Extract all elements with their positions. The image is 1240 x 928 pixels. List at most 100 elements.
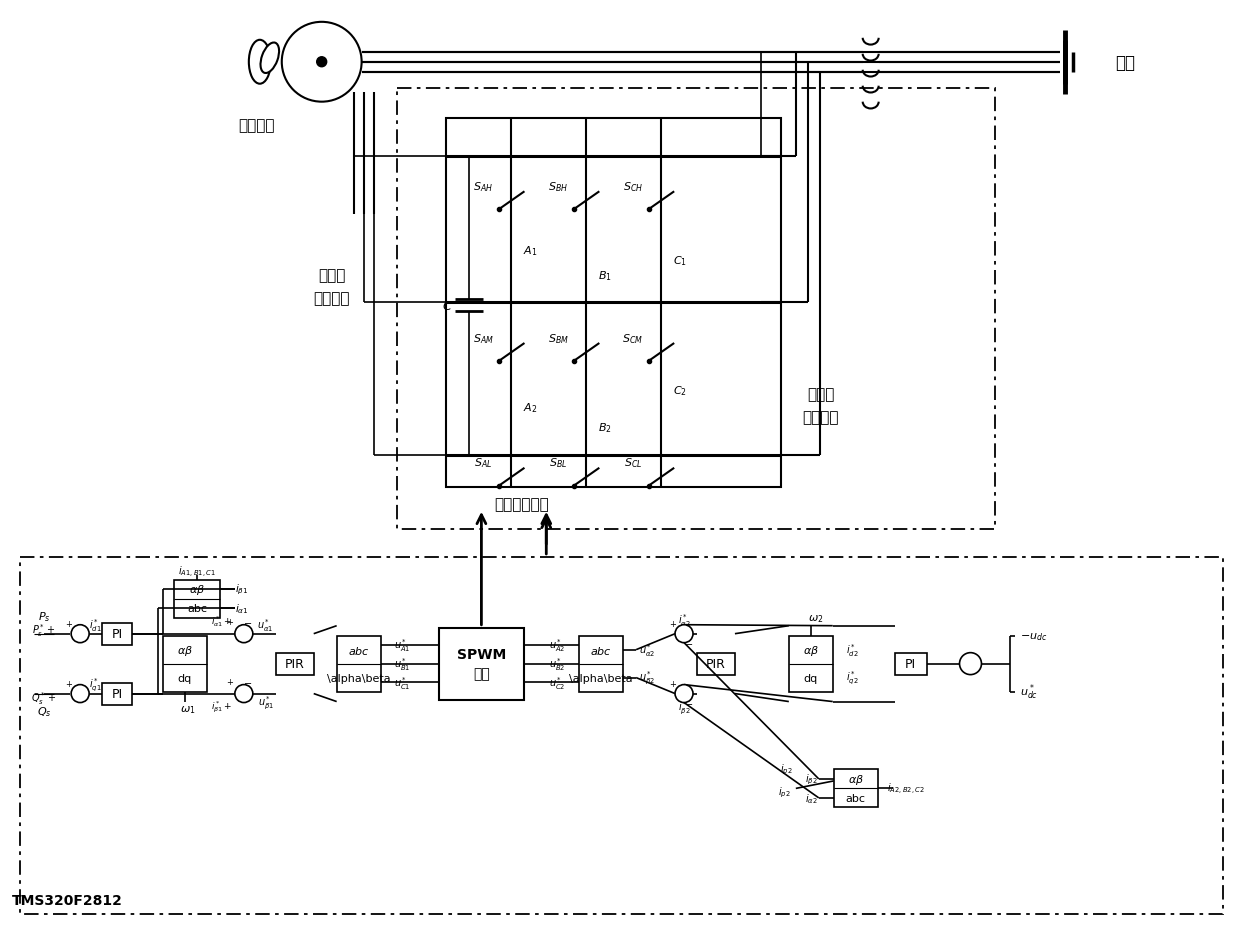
Ellipse shape (249, 41, 270, 84)
Text: $S_{AM}$: $S_{AM}$ (472, 331, 494, 345)
Text: $i^*_{\alpha 2}$: $i^*_{\alpha 2}$ (677, 612, 691, 628)
Text: $i_{\beta 2}$: $i_{\beta 2}$ (806, 772, 818, 786)
Circle shape (281, 23, 362, 103)
Text: PIR: PIR (285, 657, 305, 670)
Bar (446, 119, 781, 487)
Text: $+$: $+$ (66, 677, 73, 688)
Text: $P_s$: $P_s$ (38, 609, 51, 623)
Circle shape (316, 58, 326, 68)
Text: $B_1$: $B_1$ (598, 269, 613, 283)
Bar (833, 769, 878, 807)
Bar (579, 636, 624, 692)
Text: $i^*_{\beta 1}+$: $i^*_{\beta 1}+$ (211, 699, 232, 715)
Text: abc: abc (846, 793, 866, 803)
Text: $i_{\alpha 2}$: $i_{\alpha 2}$ (806, 792, 818, 805)
Text: $S_{AL}$: $S_{AL}$ (474, 456, 492, 470)
Circle shape (234, 685, 253, 702)
Text: $i_{A2,B2,C2}$: $i_{A2,B2,C2}$ (887, 781, 925, 796)
Text: $\alpha\beta$: $\alpha\beta$ (802, 643, 818, 657)
Text: $u^*_{B1}$: $u^*_{B1}$ (394, 655, 410, 672)
Bar (20, 557, 1223, 914)
Text: 定子侧: 定子侧 (807, 387, 835, 402)
Text: $+$: $+$ (670, 618, 677, 628)
Text: $u^*_{C2}$: $u^*_{C2}$ (549, 674, 565, 691)
Text: $+$: $+$ (226, 676, 234, 686)
Text: $i^*_{q2}$: $i^*_{q2}$ (847, 669, 859, 687)
Text: \alpha\beta: \alpha\beta (327, 673, 391, 683)
Circle shape (960, 653, 982, 675)
Text: $i^*_{d1}$: $i^*_{d1}$ (89, 616, 102, 634)
Bar (789, 636, 833, 692)
Text: $u^*_{dc}$: $u^*_{dc}$ (1021, 682, 1039, 702)
Bar (894, 653, 926, 675)
Text: $S_{AH}$: $S_{AH}$ (474, 180, 494, 194)
Text: $A_2$: $A_2$ (523, 401, 538, 415)
Text: 双馈风机: 双馈风机 (238, 118, 275, 133)
Text: $\alpha\beta$: $\alpha\beta$ (177, 643, 193, 657)
Text: $-u_{dc}$: $-u_{dc}$ (1021, 630, 1048, 642)
Circle shape (71, 685, 89, 702)
Circle shape (234, 625, 253, 643)
Text: $+$: $+$ (670, 677, 677, 688)
Text: $i_{p2}$: $i_{p2}$ (777, 784, 790, 799)
Text: $u^*_{A2}$: $u^*_{A2}$ (549, 637, 565, 653)
Text: $u^*_{\alpha 2}$: $u^*_{\alpha 2}$ (639, 641, 655, 658)
Text: $S_{BL}$: $S_{BL}$ (549, 456, 567, 470)
Circle shape (71, 625, 89, 643)
Text: $C_1$: $C_1$ (673, 254, 687, 268)
Text: $u^*_{\beta 2}$: $u^*_{\beta 2}$ (639, 669, 655, 687)
Bar (439, 628, 523, 700)
Text: $-$: $-$ (243, 676, 253, 686)
Text: dq: dq (177, 673, 192, 683)
Text: $Q^*_s+$: $Q^*_s+$ (31, 690, 57, 706)
Text: $S_{CM}$: $S_{CM}$ (622, 331, 644, 345)
Text: $u^*_{\alpha 1}$: $u^*_{\alpha 1}$ (258, 616, 274, 634)
Bar (102, 683, 131, 704)
Text: $u^*_{A1}$: $u^*_{A1}$ (394, 637, 410, 653)
Text: 转子侧: 转子侧 (317, 267, 346, 282)
Circle shape (675, 685, 693, 702)
Text: $C_2$: $C_2$ (673, 384, 687, 397)
Text: $i^*_{\beta 2}$: $i^*_{\beta 2}$ (678, 699, 691, 716)
Circle shape (675, 625, 693, 643)
Text: $i_{p2}$: $i_{p2}$ (780, 761, 792, 776)
Text: $+$: $+$ (66, 618, 73, 628)
Text: $\alpha\beta$: $\alpha\beta$ (848, 772, 864, 786)
Bar (275, 653, 314, 675)
Bar (102, 623, 131, 645)
Text: $C$: $C$ (443, 300, 453, 313)
Text: $S_{CH}$: $S_{CH}$ (622, 180, 642, 194)
Text: $P^*_s+$: $P^*_s+$ (32, 622, 56, 638)
Text: $i^*_{d2}$: $i^*_{d2}$ (847, 641, 859, 658)
Text: $\omega_1$: $\omega_1$ (180, 703, 196, 715)
Text: $u^*_{\beta 1}$: $u^*_{\beta 1}$ (258, 694, 274, 712)
Text: （机侧）: （机侧） (314, 290, 350, 305)
Text: $Q_s$: $Q_s$ (37, 705, 52, 718)
Bar (174, 580, 219, 618)
Text: $-$: $-$ (684, 697, 693, 707)
Text: 调制: 调制 (472, 667, 490, 681)
Text: $-$: $-$ (243, 616, 253, 626)
Text: $S_{BH}$: $S_{BH}$ (548, 180, 568, 194)
Text: $S_{BM}$: $S_{BM}$ (548, 331, 568, 345)
Text: $i_{\beta 1}$: $i_{\beta 1}$ (236, 583, 248, 597)
Text: 九开关逃变器: 九开关逃变器 (494, 496, 549, 512)
Text: SPWM: SPWM (456, 647, 506, 661)
Text: $abc$: $abc$ (347, 644, 370, 656)
Text: $u^*_{B2}$: $u^*_{B2}$ (549, 655, 565, 672)
Text: PI: PI (112, 688, 123, 701)
Text: $\alpha\beta$: $\alpha\beta$ (188, 583, 205, 597)
Text: \alpha\beta: \alpha\beta (569, 673, 632, 683)
Bar (697, 653, 735, 675)
Text: PIR: PIR (706, 657, 725, 670)
Ellipse shape (260, 44, 279, 74)
Text: 电网: 电网 (1115, 54, 1136, 71)
Text: PI: PI (905, 657, 916, 670)
Text: $i_{\alpha 1}$: $i_{\alpha 1}$ (236, 601, 249, 615)
Text: abc: abc (187, 603, 207, 613)
Bar (337, 636, 381, 692)
Text: $A_1$: $A_1$ (523, 244, 538, 258)
Text: $i^*_{\alpha 1}+$: $i^*_{\alpha 1}+$ (211, 613, 233, 628)
Bar (397, 88, 996, 529)
Text: $\omega_2$: $\omega_2$ (808, 612, 823, 624)
